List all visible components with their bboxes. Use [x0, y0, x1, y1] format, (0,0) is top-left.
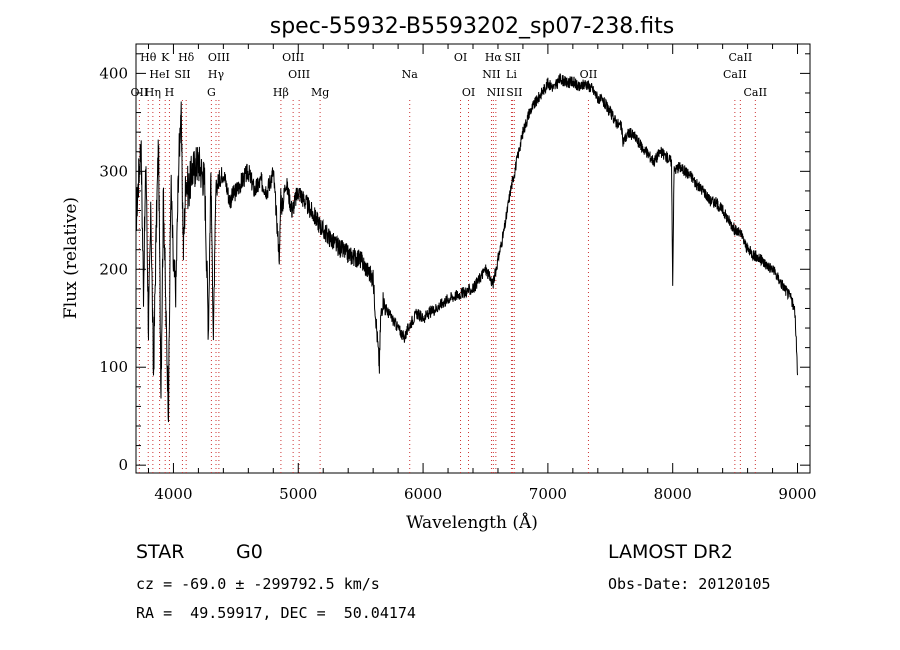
y-tick-label: 0 [118, 456, 128, 474]
axis-ticks: 4000 5000 6000 7000 8000 9000 0 100 200 300 400 [99, 44, 817, 503]
spectral-line-label: OII [580, 68, 598, 81]
x-tick-label: 8000 [654, 485, 692, 503]
spectral-line-label: CaII [743, 86, 767, 99]
spectral-line-label: SII [506, 86, 522, 99]
spectral-line-label: Hγ [208, 68, 225, 81]
y-tick-label: 300 [99, 162, 128, 180]
coordinates: RA = 49.59917, DEC = 50.04174 [136, 604, 416, 622]
x-tick-label: 7000 [529, 485, 567, 503]
object-subclass: G0 [236, 541, 263, 563]
spectral-line-label: Mg [311, 86, 329, 99]
spectral-line-label: OI [462, 86, 475, 99]
spectral-line-label: Hη [145, 86, 161, 99]
spectral-line-label: Li [506, 68, 517, 81]
x-tick-label: 5000 [279, 485, 317, 503]
spectral-line-label: NII [482, 68, 500, 81]
chart-title: spec-55932-B5593202_sp07-238.fits [270, 14, 675, 39]
spectral-line-label: CaII [729, 51, 753, 64]
spectral-line-label: Hα [485, 51, 503, 64]
spectral-line-label: OI [454, 51, 467, 64]
x-tick-label: 9000 [778, 485, 816, 503]
x-tick-label: 4000 [154, 485, 192, 503]
spectral-line-label: OIII [288, 68, 310, 81]
flux-series-line [135, 73, 798, 423]
data-layer [135, 73, 798, 423]
spectral-line-label: OIII [282, 51, 304, 64]
y-tick-label: 200 [99, 260, 128, 278]
spectral-line-label: OIII [208, 51, 230, 64]
spectral-line-label: Hβ [273, 86, 289, 99]
spectral-line-label: CaII [723, 68, 747, 81]
spectral-line-label: Hδ [178, 51, 195, 64]
obs-date: Obs-Date: 20120105 [608, 575, 771, 593]
spectral-line-label: H [165, 86, 175, 99]
y-tick-label: 400 [99, 64, 128, 82]
spectral-line-label: Hθ [140, 51, 157, 64]
plot-frame [135, 43, 811, 474]
y-tick-label: 100 [99, 358, 128, 376]
object-class: STAR [136, 541, 185, 563]
spectral-line-label: NII [487, 86, 505, 99]
x-axis-label: Wavelength (Å) [406, 512, 538, 533]
spectral-line-label: SII [504, 51, 520, 64]
spectral-line-label: G [207, 86, 216, 99]
y-axis-label: Flux (relative) [61, 197, 81, 319]
x-tick-label: 6000 [404, 485, 442, 503]
survey-name: LAMOST DR2 [608, 541, 733, 563]
spectral-line-label: SII [174, 68, 190, 81]
spectral-line-label: K [161, 51, 170, 64]
spectral-line-label: HeI [149, 68, 169, 81]
spectral-line-label: Na [402, 68, 419, 81]
redshift-line: cz = -69.0 ± -299792.5 km/s [136, 575, 380, 593]
